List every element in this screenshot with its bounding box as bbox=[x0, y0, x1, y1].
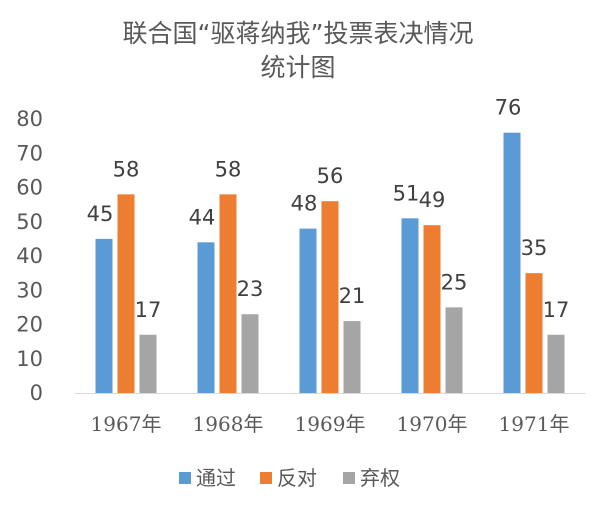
bar-1-2 bbox=[241, 314, 259, 393]
data-label: 58 bbox=[215, 157, 242, 181]
data-label: 17 bbox=[543, 298, 570, 322]
data-label: 25 bbox=[441, 270, 468, 294]
y-tick-label: 60 bbox=[16, 176, 43, 200]
legend-label: 反对 bbox=[277, 466, 317, 490]
legend-label: 通过 bbox=[196, 466, 236, 490]
x-axis: 1967年 1968年 1969年 1970年 1971年 bbox=[75, 393, 585, 436]
y-tick-label: 10 bbox=[16, 347, 43, 371]
data-label: 56 bbox=[317, 164, 344, 188]
data-label: 51 bbox=[393, 181, 420, 205]
data-label: 48 bbox=[291, 192, 318, 216]
data-labels: 45 58 17 44 58 23 48 56 21 51 49 25 76 35 17 bbox=[87, 96, 570, 322]
legend-label: 弃权 bbox=[360, 466, 400, 490]
legend-swatch bbox=[260, 472, 272, 484]
data-label: 76 bbox=[495, 96, 522, 120]
y-tick-label: 0 bbox=[30, 381, 43, 405]
x-tick-label: 1967年 bbox=[91, 412, 162, 436]
bar-1-0 bbox=[197, 242, 215, 393]
bar-2-2 bbox=[343, 321, 361, 393]
bars bbox=[95, 132, 565, 393]
data-label: 49 bbox=[419, 188, 446, 212]
bar-2-1 bbox=[321, 201, 339, 393]
data-label: 45 bbox=[87, 202, 114, 226]
data-label: 44 bbox=[189, 205, 216, 229]
y-tick-label: 30 bbox=[16, 278, 43, 302]
bar-3-1 bbox=[423, 225, 441, 393]
y-tick-label: 70 bbox=[16, 141, 43, 165]
legend-swatch bbox=[343, 472, 355, 484]
bar-3-2 bbox=[445, 307, 463, 393]
bar-4-0 bbox=[503, 132, 521, 393]
chart-title-line-1: 联合国“驱蒋纳我”投票表决情况 bbox=[123, 19, 474, 48]
legend-swatch bbox=[179, 472, 191, 484]
legend: 通过 反对 弃权 bbox=[179, 466, 400, 490]
bar-0-1 bbox=[117, 194, 135, 393]
y-tick-label: 80 bbox=[16, 107, 43, 131]
bar-0-2 bbox=[139, 334, 157, 393]
data-label: 35 bbox=[521, 236, 548, 260]
chart-title: 联合国“驱蒋纳我”投票表决情况 统计图 bbox=[123, 19, 474, 82]
bar-3-0 bbox=[401, 218, 419, 393]
y-tick-label: 20 bbox=[16, 313, 43, 337]
x-tick-label: 1969年 bbox=[295, 412, 366, 436]
bar-4-1 bbox=[525, 273, 543, 393]
bar-0-0 bbox=[95, 238, 113, 393]
x-tick-label: 1968年 bbox=[193, 412, 264, 436]
bar-1-1 bbox=[219, 194, 237, 393]
data-label: 17 bbox=[135, 298, 162, 322]
bar-4-2 bbox=[547, 334, 565, 393]
data-label: 21 bbox=[339, 284, 366, 308]
data-label: 58 bbox=[113, 157, 140, 181]
y-axis: 0 10 20 30 40 50 60 70 80 bbox=[16, 107, 43, 405]
bar-2-0 bbox=[299, 228, 317, 393]
y-tick-label: 40 bbox=[16, 244, 43, 268]
chart-title-line-2: 统计图 bbox=[260, 53, 335, 82]
data-label: 23 bbox=[237, 277, 264, 301]
x-tick-label: 1970年 bbox=[397, 412, 468, 436]
y-tick-label: 50 bbox=[16, 210, 43, 234]
x-tick-label: 1971年 bbox=[499, 412, 570, 436]
